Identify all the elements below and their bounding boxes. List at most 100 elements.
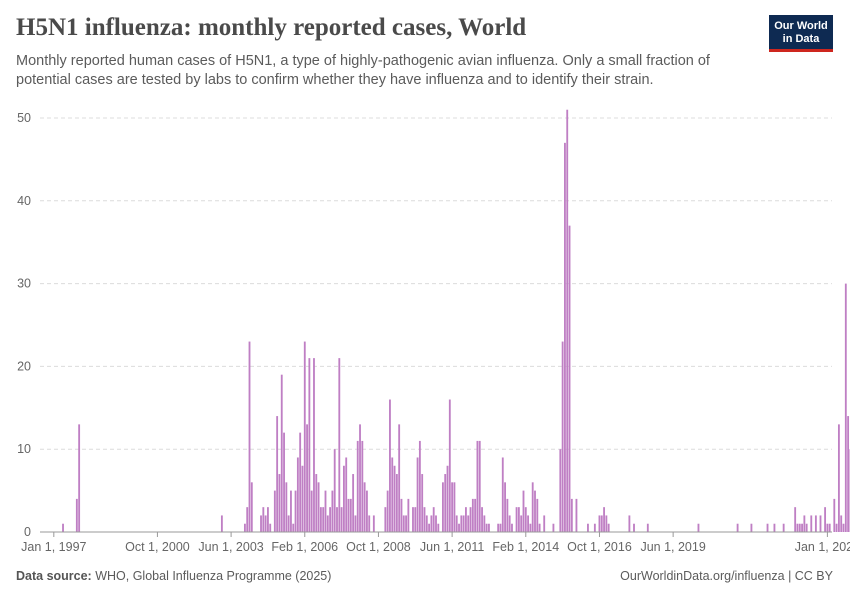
bar[interactable] (607, 523, 610, 532)
bar[interactable] (363, 482, 366, 532)
bar[interactable] (430, 515, 433, 532)
bar[interactable] (402, 515, 405, 532)
bar[interactable] (326, 515, 329, 532)
bar[interactable] (593, 523, 596, 532)
bar[interactable] (336, 507, 338, 532)
bar[interactable] (564, 142, 566, 532)
bar[interactable] (810, 515, 813, 532)
bar[interactable] (529, 523, 532, 532)
bar[interactable] (349, 498, 352, 532)
bar[interactable] (465, 507, 467, 532)
bar[interactable] (432, 507, 435, 532)
bar[interactable] (794, 507, 797, 532)
bar[interactable] (842, 523, 845, 532)
bar[interactable] (296, 457, 299, 532)
bar[interactable] (501, 457, 504, 532)
bar[interactable] (62, 523, 64, 532)
bar[interactable] (814, 515, 817, 532)
bar[interactable] (412, 507, 414, 532)
bar[interactable] (299, 432, 302, 532)
bar[interactable] (819, 515, 822, 532)
bar[interactable] (462, 515, 465, 532)
bar[interactable] (260, 515, 262, 532)
bar[interactable] (331, 490, 334, 532)
bar[interactable] (315, 474, 318, 532)
bar[interactable] (736, 523, 739, 532)
bar[interactable] (837, 424, 840, 532)
bar[interactable] (504, 482, 506, 532)
bar[interactable] (405, 515, 407, 532)
bar[interactable] (458, 523, 460, 532)
bar[interactable] (534, 490, 536, 532)
bar[interactable] (352, 474, 355, 532)
bar[interactable] (395, 474, 398, 532)
bar[interactable] (368, 515, 371, 532)
bar[interactable] (278, 474, 281, 532)
bar[interactable] (570, 498, 573, 532)
bar[interactable] (566, 109, 569, 532)
bar[interactable] (361, 440, 364, 532)
bar[interactable] (418, 440, 421, 532)
bar[interactable] (400, 498, 403, 532)
bar[interactable] (824, 507, 827, 532)
bar[interactable] (782, 523, 785, 532)
bar[interactable] (303, 341, 306, 532)
bar[interactable] (294, 490, 297, 532)
bar[interactable] (347, 498, 350, 532)
bar[interactable] (543, 515, 546, 532)
bar[interactable] (287, 515, 290, 532)
bar[interactable] (313, 358, 315, 532)
bar[interactable] (552, 523, 555, 532)
bar[interactable] (844, 283, 847, 532)
bar[interactable] (835, 523, 838, 532)
bar[interactable] (276, 416, 279, 532)
bar[interactable] (386, 490, 389, 532)
bar[interactable] (306, 424, 308, 532)
bar[interactable] (483, 515, 486, 532)
bar[interactable] (441, 482, 444, 532)
bar[interactable] (469, 507, 472, 532)
bar[interactable] (559, 449, 562, 532)
bar[interactable] (333, 449, 336, 532)
bar[interactable] (536, 498, 539, 532)
bar[interactable] (773, 523, 776, 532)
bar[interactable] (499, 523, 502, 532)
bar[interactable] (474, 498, 477, 532)
bar[interactable] (531, 482, 534, 532)
bar[interactable] (319, 507, 322, 532)
bar[interactable] (520, 515, 523, 532)
bar[interactable] (603, 507, 605, 532)
bar[interactable] (246, 507, 249, 532)
bar[interactable] (248, 341, 251, 532)
bar[interactable] (444, 474, 447, 532)
bar[interactable] (267, 507, 269, 532)
bar[interactable] (485, 523, 488, 532)
bar[interactable] (290, 490, 292, 532)
bar[interactable] (517, 507, 520, 532)
bar[interactable] (372, 515, 375, 532)
bar[interactable] (453, 482, 456, 532)
bar[interactable] (273, 490, 276, 532)
bar[interactable] (308, 358, 311, 532)
bar[interactable] (508, 515, 511, 532)
bar[interactable] (633, 523, 635, 532)
bar[interactable] (264, 515, 267, 532)
bar[interactable] (428, 523, 431, 532)
bar[interactable] (301, 465, 304, 532)
bar[interactable] (646, 523, 649, 532)
bar[interactable] (605, 515, 608, 532)
bar[interactable] (840, 515, 843, 532)
bar[interactable] (283, 432, 285, 532)
bar[interactable] (78, 424, 81, 532)
bar[interactable] (280, 374, 283, 532)
bar[interactable] (359, 424, 361, 532)
bar[interactable] (506, 498, 509, 532)
bar[interactable] (310, 490, 313, 532)
bar[interactable] (322, 507, 325, 532)
bar[interactable] (243, 523, 246, 532)
bar[interactable] (398, 424, 401, 532)
bar[interactable] (803, 515, 806, 532)
bar[interactable] (524, 507, 527, 532)
bar[interactable] (527, 515, 530, 532)
bar[interactable] (515, 507, 518, 532)
